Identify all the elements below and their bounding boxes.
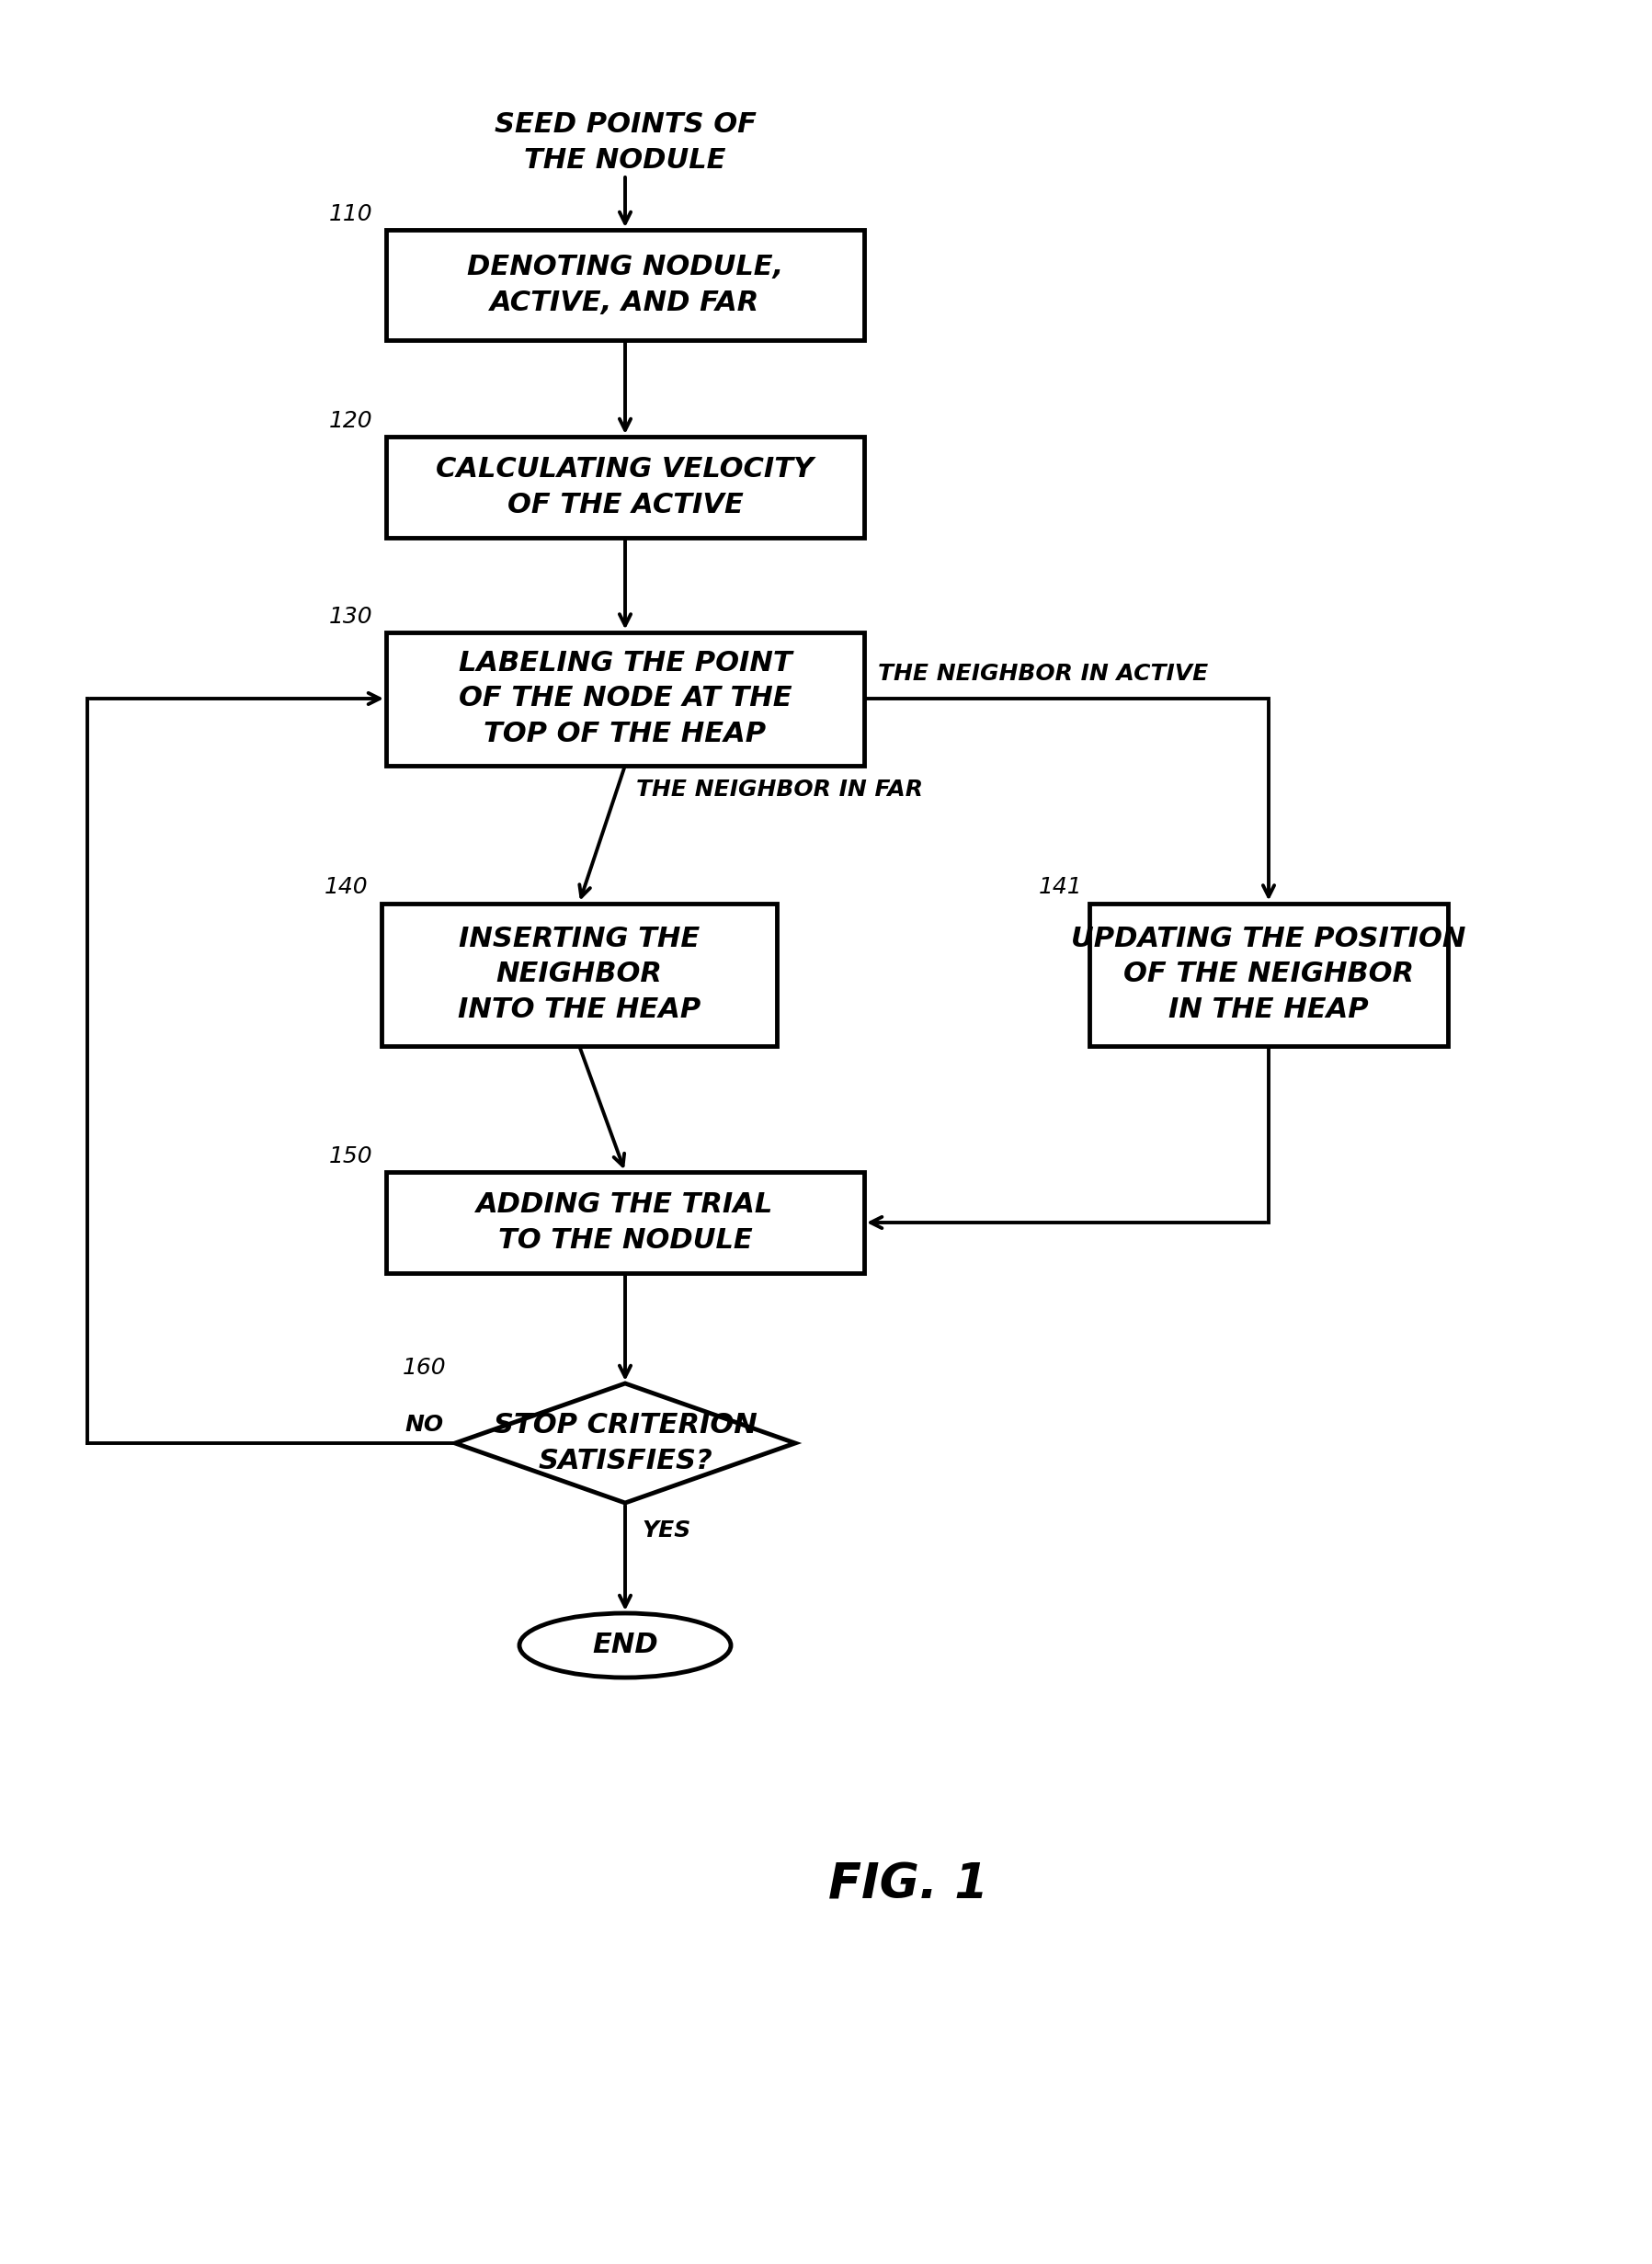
Text: THE NEIGHBOR IN FAR: THE NEIGHBOR IN FAR <box>636 779 923 801</box>
Text: 120: 120 <box>329 410 372 432</box>
Text: END: END <box>591 1632 657 1660</box>
Text: INSERTING THE
NEIGHBOR
INTO THE HEAP: INSERTING THE NEIGHBOR INTO THE HEAP <box>458 926 700 1023</box>
Text: DENOTING NODULE,
ACTIVE, AND FAR: DENOTING NODULE, ACTIVE, AND FAR <box>468 254 783 317</box>
Text: 160: 160 <box>401 1356 446 1379</box>
Text: 110: 110 <box>329 204 372 224</box>
Text: STOP CRITERION
SATISFIES?: STOP CRITERION SATISFIES? <box>494 1413 757 1474</box>
Bar <box>1089 903 1447 1046</box>
Bar <box>387 1173 864 1272</box>
Polygon shape <box>454 1383 795 1503</box>
Text: 141: 141 <box>1037 876 1082 899</box>
Bar <box>382 903 776 1046</box>
Ellipse shape <box>519 1614 730 1678</box>
Text: 150: 150 <box>329 1146 372 1168</box>
Bar <box>387 437 864 539</box>
Text: UPDATING THE POSITION
OF THE NEIGHBOR
IN THE HEAP: UPDATING THE POSITION OF THE NEIGHBOR IN… <box>1070 926 1465 1023</box>
Text: LABELING THE POINT
OF THE NODE AT THE
TOP OF THE HEAP: LABELING THE POINT OF THE NODE AT THE TO… <box>459 650 791 747</box>
Text: NO: NO <box>405 1413 444 1435</box>
Text: ADDING THE TRIAL
TO THE NODULE: ADDING THE TRIAL TO THE NODULE <box>476 1191 773 1254</box>
Text: 130: 130 <box>329 604 372 627</box>
Text: CALCULATING VELOCITY
OF THE ACTIVE: CALCULATING VELOCITY OF THE ACTIVE <box>436 457 814 518</box>
Text: THE NEIGHBOR IN ACTIVE: THE NEIGHBOR IN ACTIVE <box>877 663 1208 684</box>
Text: 140: 140 <box>324 876 368 899</box>
Text: FIG. 1: FIG. 1 <box>829 1861 988 1909</box>
Bar <box>387 632 864 765</box>
Bar <box>387 231 864 340</box>
Text: SEED POINTS OF
THE NODULE: SEED POINTS OF THE NODULE <box>494 111 757 174</box>
Text: YES: YES <box>641 1519 691 1542</box>
